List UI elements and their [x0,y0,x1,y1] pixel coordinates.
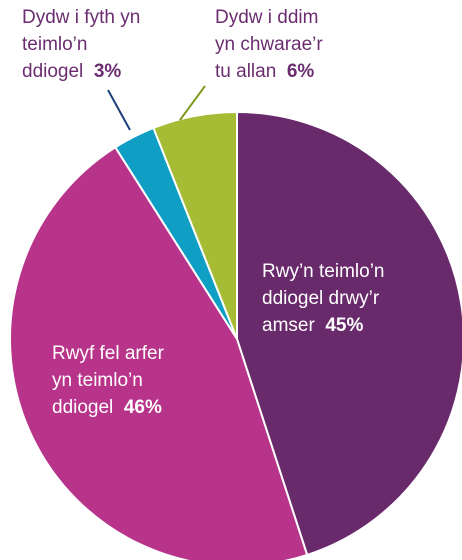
pie-slice [152,110,238,340]
slice-label: Dydw i ddim yn chwarae’r tu allan 6% [215,4,323,85]
slice-label: Rwyf fel arfer yn teimlo’n ddiogel 46% [52,340,164,421]
category-label: Dydw i fyth yn teimlo’n ddiogel [22,7,141,82]
category-label: Dydw i ddim yn chwarae’r tu allan [215,7,323,82]
category-label: Rwy’n teimlo’n ddiogel drwy’r amser [262,261,385,336]
pie-slice [9,145,309,560]
leader-line [179,85,206,121]
value-label: 46% [123,397,162,418]
slice-label: Rwy’n teimlo’n ddiogel drwy’r amser 45% [262,258,384,339]
value-label: 3% [93,61,122,82]
leader-line [107,89,131,131]
value-label: 45% [325,315,364,336]
category-label: Rwyf fel arfer yn teimlo’n ddiogel [52,343,164,418]
slice-label: Dydw i fyth yn teimlo’n ddiogel 3% [22,4,140,85]
value-label: 6% [286,61,315,82]
pie-slice [236,110,462,557]
